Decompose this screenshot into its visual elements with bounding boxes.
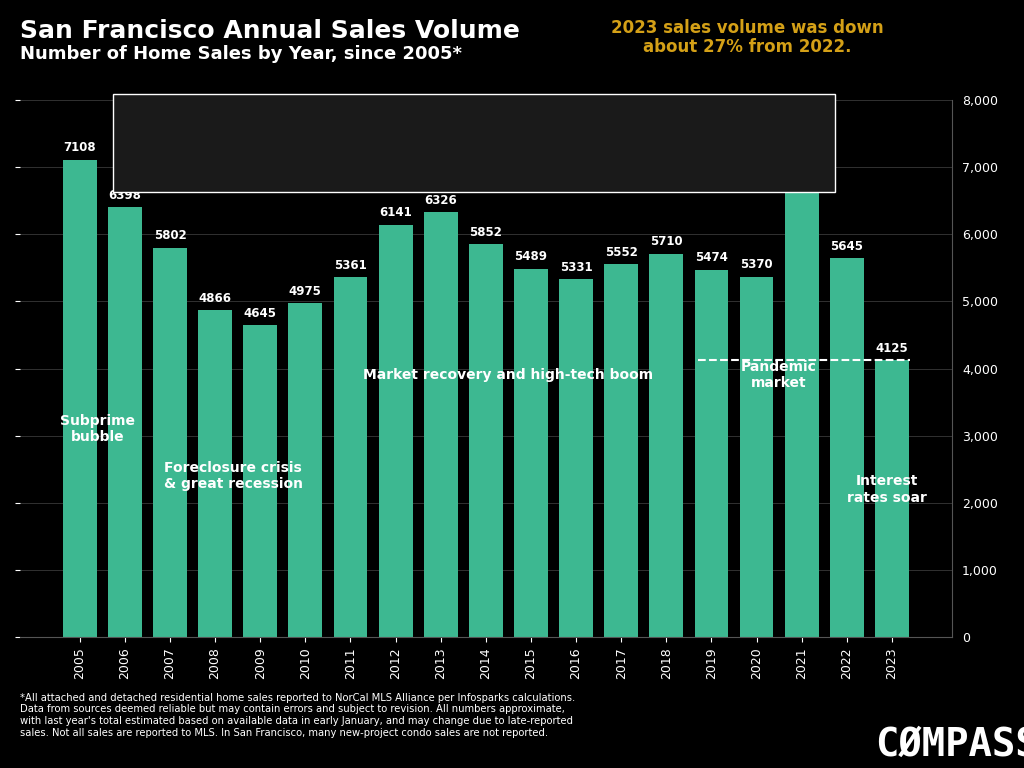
Text: 5361: 5361 [334, 259, 367, 272]
Bar [289, 303, 323, 637]
Text: 5852: 5852 [469, 226, 503, 239]
Bar [874, 360, 909, 637]
Text: Pandemic
market: Pandemic market [741, 360, 817, 390]
Text: 5331: 5331 [560, 261, 593, 274]
Text: about 27% from 2022.: about 27% from 2022. [643, 38, 852, 56]
Text: Interest
rates soar: Interest rates soar [848, 475, 928, 505]
Text: Subprime
bubble: Subprime bubble [60, 414, 135, 444]
Bar [334, 277, 368, 637]
Bar [379, 225, 413, 637]
Text: Market recovery and high-tech boom: Market recovery and high-tech boom [364, 369, 653, 382]
Bar [153, 247, 187, 637]
Text: *All attached and detached residential home sales reported to NorCal MLS Allianc: *All attached and detached residential h… [20, 693, 575, 737]
Text: 5802: 5802 [154, 229, 186, 242]
Text: 6326: 6326 [424, 194, 457, 207]
Bar [739, 276, 773, 637]
Text: 5474: 5474 [695, 251, 728, 264]
Text: 5370: 5370 [740, 258, 773, 271]
Text: to purchase, which are deeply impacted by positive and negative economic: to purchase, which are deeply impacted b… [125, 114, 610, 127]
Bar [244, 326, 278, 637]
Bar [424, 212, 458, 637]
Text: 5710: 5710 [650, 235, 683, 248]
Text: Sales volume is affected by both buyer demand and the number of listings availab: Sales volume is affected by both buyer d… [125, 101, 667, 114]
Bar [199, 310, 232, 637]
Bar [559, 280, 593, 637]
Bar [649, 253, 683, 637]
Text: 5552: 5552 [605, 246, 638, 259]
Text: within: within [299, 127, 344, 141]
Text: 4125: 4125 [876, 342, 908, 355]
Text: 6398: 6398 [109, 189, 141, 202]
Bar [62, 160, 96, 637]
Text: 4866: 4866 [199, 292, 231, 305]
Text: 4645: 4645 [244, 307, 276, 320]
Text: Foreclosure crisis
& great recession: Foreclosure crisis & great recession [164, 461, 303, 492]
Text: 4975: 4975 [289, 285, 322, 298]
Bar [108, 207, 141, 637]
Text: 7663: 7663 [785, 104, 818, 117]
Bar [694, 270, 728, 637]
Text: Number of Home Sales by Year, since 2005*: Number of Home Sales by Year, since 2005… [20, 45, 463, 62]
Bar [829, 258, 863, 637]
Text: 5645: 5645 [830, 240, 863, 253]
Text: a single calendar year, as occurred in 2022.: a single calendar year, as occurred in 2… [329, 127, 613, 141]
Text: San Francisco Annual Sales Volume: San Francisco Annual Sales Volume [20, 19, 520, 43]
Text: 6141: 6141 [379, 207, 412, 220]
Text: 2023 sales volume was down: 2023 sales volume was down [611, 19, 884, 37]
Bar [604, 264, 638, 637]
Bar [469, 244, 503, 637]
Text: CØMPASS: CØMPASS [876, 726, 1024, 763]
Text: conditions. Large shifts can occur: conditions. Large shifts can occur [125, 127, 344, 141]
Text: 5489: 5489 [514, 250, 548, 263]
Bar [784, 122, 818, 637]
Text: 7108: 7108 [63, 141, 96, 154]
Bar [514, 269, 548, 637]
